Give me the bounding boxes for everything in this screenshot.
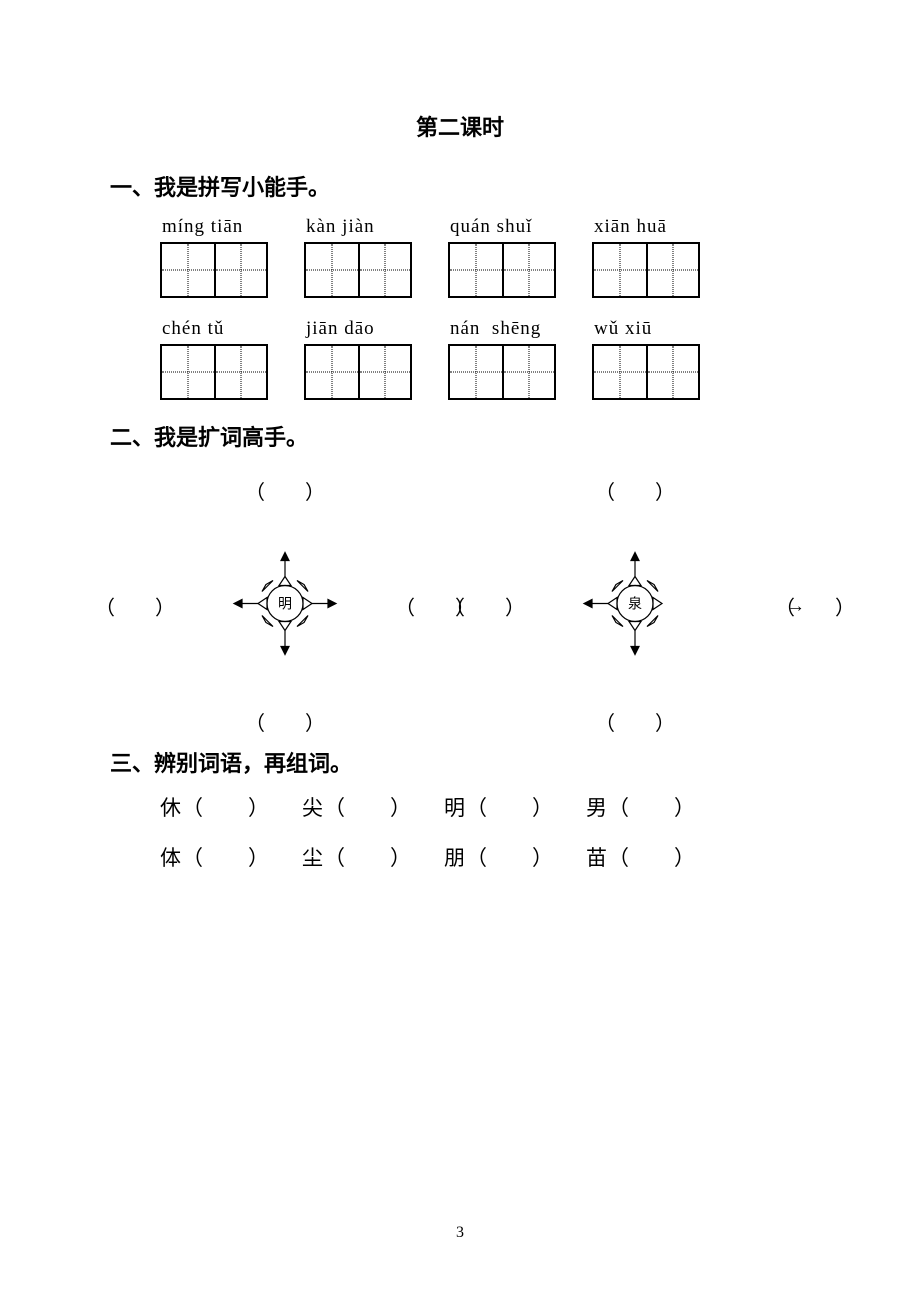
section3-content: 休（ ） 尖（ ） 明（ ） 男（ ） 体（ ） 尘（ ） 朋（ ） 苗（ ） — [110, 792, 810, 872]
ex3-item[interactable]: 尖（ ） — [302, 792, 412, 822]
tianzige-cell[interactable] — [162, 244, 214, 296]
tianzige-pair[interactable] — [304, 344, 412, 400]
tianzige-cell[interactable] — [306, 346, 358, 398]
worksheet-page: 第二课时 一、我是拼写小能手。 míng tiān kàn jiàn quán … — [0, 0, 920, 872]
tianzige-pair[interactable] — [448, 344, 556, 400]
word-blank[interactable]: （ ） — [595, 476, 675, 505]
tianzige-cell[interactable] — [646, 346, 698, 398]
pinyin-row: chén tǔ jiān dāo nán shēng wǔ xiū — [160, 318, 810, 400]
sun-center-char: 明 — [278, 598, 292, 613]
word-blank[interactable]: （ ） — [95, 592, 175, 621]
sun-center-char: 泉 — [628, 596, 642, 613]
tianzige-cell[interactable] — [450, 244, 502, 296]
tianzige-pair[interactable] — [592, 242, 700, 298]
pinyin-label: wǔ xiū — [592, 318, 652, 340]
pinyin-group: xiān huā — [592, 216, 700, 298]
pinyin-label: kàn jiàn — [304, 216, 375, 238]
pinyin-label: míng tiān — [160, 216, 243, 238]
word-blank[interactable]: （ ） — [245, 476, 325, 505]
ex3-item[interactable]: 男（ ） — [586, 792, 696, 822]
section2-content: （ ） （ ） （ ） （ ） — [110, 466, 810, 736]
tianzige-pair[interactable] — [160, 242, 268, 298]
ex3-item[interactable]: 朋（ ） — [444, 842, 554, 872]
page-number: 3 — [456, 1224, 464, 1242]
tianzige-cell[interactable] — [594, 244, 646, 296]
tianzige-pair[interactable] — [592, 344, 700, 400]
pinyin-label: quán shuǐ — [448, 216, 532, 238]
word-blank[interactable]: （ ） — [245, 707, 325, 736]
ex3-item[interactable]: 苗（ ） — [586, 842, 696, 872]
tianzige-cell[interactable] — [594, 346, 646, 398]
tianzige-pair[interactable] — [160, 344, 268, 400]
sun-diagram: （ ） （ ） （ ） （ ） → — [475, 476, 795, 736]
ex3-item[interactable]: 明（ ） — [444, 792, 554, 822]
arrow-right-icon: → — [787, 596, 805, 617]
ex3-row: 休（ ） 尖（ ） 明（ ） 男（ ） — [160, 792, 810, 822]
ex3-item[interactable]: 尘（ ） — [302, 842, 412, 872]
ex3-item[interactable]: 休（ ） — [160, 792, 270, 822]
ex3-item[interactable]: 体（ ） — [160, 842, 270, 872]
pinyin-label: nán shēng — [448, 318, 541, 340]
pinyin-group: míng tiān — [160, 216, 268, 298]
pinyin-group: nán shēng — [448, 318, 556, 400]
ex3-row: 体（ ） 尘（ ） 朋（ ） 苗（ ） — [160, 842, 810, 872]
tianzige-cell[interactable] — [502, 244, 554, 296]
tianzige-cell[interactable] — [358, 244, 410, 296]
tianzige-pair[interactable] — [448, 242, 556, 298]
page-title: 第二课时 — [110, 110, 810, 142]
tianzige-cell[interactable] — [214, 244, 266, 296]
section3-heading: 三、辨别词语，再组词。 — [110, 746, 810, 778]
pinyin-label: jiān dāo — [304, 318, 375, 340]
pinyin-row: míng tiān kàn jiàn quán shuǐ xiān huā — [160, 216, 810, 298]
tianzige-cell[interactable] — [646, 244, 698, 296]
sun-icon: 泉 — [560, 529, 710, 684]
word-blank[interactable]: （ ） — [595, 707, 675, 736]
tianzige-cell[interactable] — [306, 244, 358, 296]
tianzige-cell[interactable] — [162, 346, 214, 398]
pinyin-group: quán shuǐ — [448, 216, 556, 298]
pinyin-label: xiān huā — [592, 216, 667, 238]
sun-icon: 明 — [210, 529, 360, 684]
section2-heading: 二、我是扩词高手。 — [110, 420, 810, 452]
section1-heading: 一、我是拼写小能手。 — [110, 170, 810, 202]
tianzige-cell[interactable] — [358, 346, 410, 398]
section1-content: míng tiān kàn jiàn quán shuǐ xiān huā ch… — [110, 216, 810, 400]
tianzige-cell[interactable] — [214, 346, 266, 398]
tianzige-cell[interactable] — [450, 346, 502, 398]
tianzige-cell[interactable] — [502, 346, 554, 398]
pinyin-label: chén tǔ — [160, 318, 224, 340]
pinyin-group: kàn jiàn — [304, 216, 412, 298]
tianzige-pair[interactable] — [304, 242, 412, 298]
pinyin-group: wǔ xiū — [592, 318, 700, 400]
word-blank[interactable]: （ ） — [445, 592, 525, 621]
pinyin-group: chén tǔ — [160, 318, 268, 400]
pinyin-group: jiān dāo — [304, 318, 412, 400]
sun-diagram: （ ） （ ） （ ） （ ） — [125, 476, 445, 736]
